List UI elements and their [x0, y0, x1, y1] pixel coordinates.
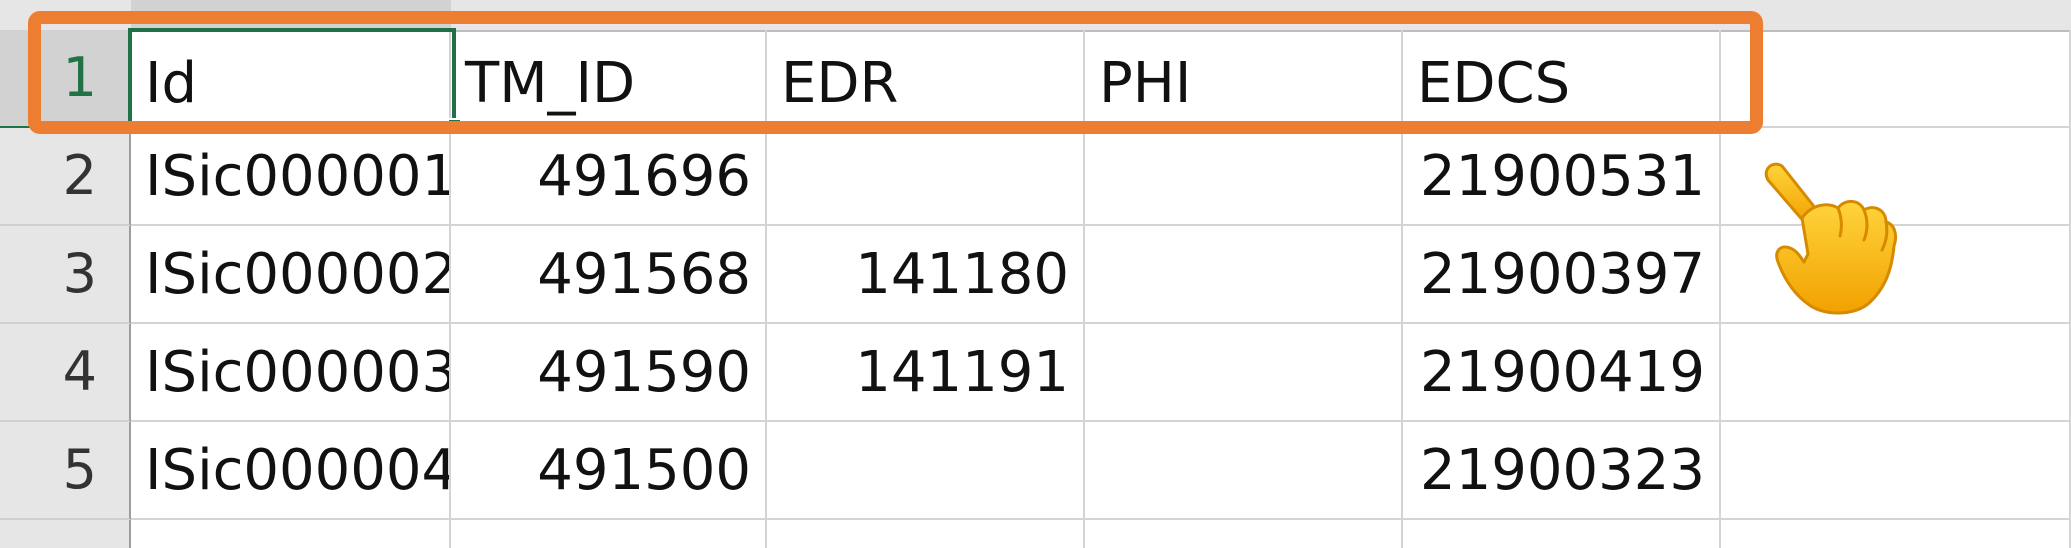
- row-header-4[interactable]: 4: [0, 324, 131, 422]
- cell-phi[interactable]: [1085, 422, 1403, 520]
- cell-edcs[interactable]: 21900419: [1403, 324, 1721, 422]
- cell-edr[interactable]: [767, 128, 1085, 226]
- cell-tm-id[interactable]: 491590: [451, 324, 767, 422]
- cell-phi[interactable]: [1085, 324, 1403, 422]
- empty-cell[interactable]: [1721, 422, 2071, 520]
- cell-id[interactable]: ISic000004: [131, 422, 451, 520]
- cell-id[interactable]: ISic000001: [131, 128, 451, 226]
- column-header-a[interactable]: [131, 0, 451, 32]
- header-cell-tm-id[interactable]: TM_ID: [451, 30, 767, 128]
- header-cell-edr[interactable]: EDR: [767, 30, 1085, 128]
- row-header-3[interactable]: 3: [0, 226, 131, 324]
- header-cell-edcs[interactable]: EDCS: [1403, 30, 1721, 128]
- row-header-5[interactable]: 5: [0, 422, 131, 520]
- header-cell-phi[interactable]: PHI: [1085, 30, 1403, 128]
- row-header-6[interactable]: [0, 520, 131, 548]
- empty-cell[interactable]: [1721, 30, 2071, 128]
- empty-cell[interactable]: [1721, 324, 2071, 422]
- cell-edr[interactable]: 141191: [767, 324, 1085, 422]
- empty-cell[interactable]: [1721, 520, 2071, 548]
- column-header-c[interactable]: [767, 0, 1085, 32]
- pointing-hand-icon: [1764, 162, 1898, 315]
- cell-edcs[interactable]: 21900323: [1403, 422, 1721, 520]
- row-header-1[interactable]: 1: [0, 30, 131, 128]
- empty-cell[interactable]: [1403, 520, 1721, 548]
- cell-edr[interactable]: [767, 422, 1085, 520]
- cell-id[interactable]: ISic000002: [131, 226, 451, 324]
- cell-phi[interactable]: [1085, 226, 1403, 324]
- empty-cell[interactable]: [451, 520, 767, 548]
- empty-cell[interactable]: [1721, 128, 2071, 226]
- cell-id[interactable]: ISic000003: [131, 324, 451, 422]
- cell-tm-id[interactable]: 491696: [451, 128, 767, 226]
- header-cell-id[interactable]: Id: [131, 30, 451, 128]
- cell-tm-id[interactable]: 491568: [451, 226, 767, 324]
- row-header-2[interactable]: 2: [0, 128, 131, 226]
- column-header-d[interactable]: [1085, 0, 1403, 32]
- cell-tm-id[interactable]: 491500: [451, 422, 767, 520]
- cell-edcs[interactable]: 21900397: [1403, 226, 1721, 324]
- column-header-e[interactable]: [1403, 0, 1721, 32]
- empty-cell[interactable]: [131, 520, 451, 548]
- column-header-f[interactable]: [1721, 0, 2071, 32]
- cell-edcs[interactable]: 21900531: [1403, 128, 1721, 226]
- fill-handle[interactable]: [447, 118, 462, 133]
- cell-edr[interactable]: 141180: [767, 226, 1085, 324]
- column-header-b[interactable]: [451, 0, 767, 32]
- cell-phi[interactable]: [1085, 128, 1403, 226]
- select-all-corner[interactable]: [0, 0, 131, 32]
- empty-cell[interactable]: [1721, 226, 2071, 324]
- empty-cell[interactable]: [767, 520, 1085, 548]
- empty-cell[interactable]: [1085, 520, 1403, 548]
